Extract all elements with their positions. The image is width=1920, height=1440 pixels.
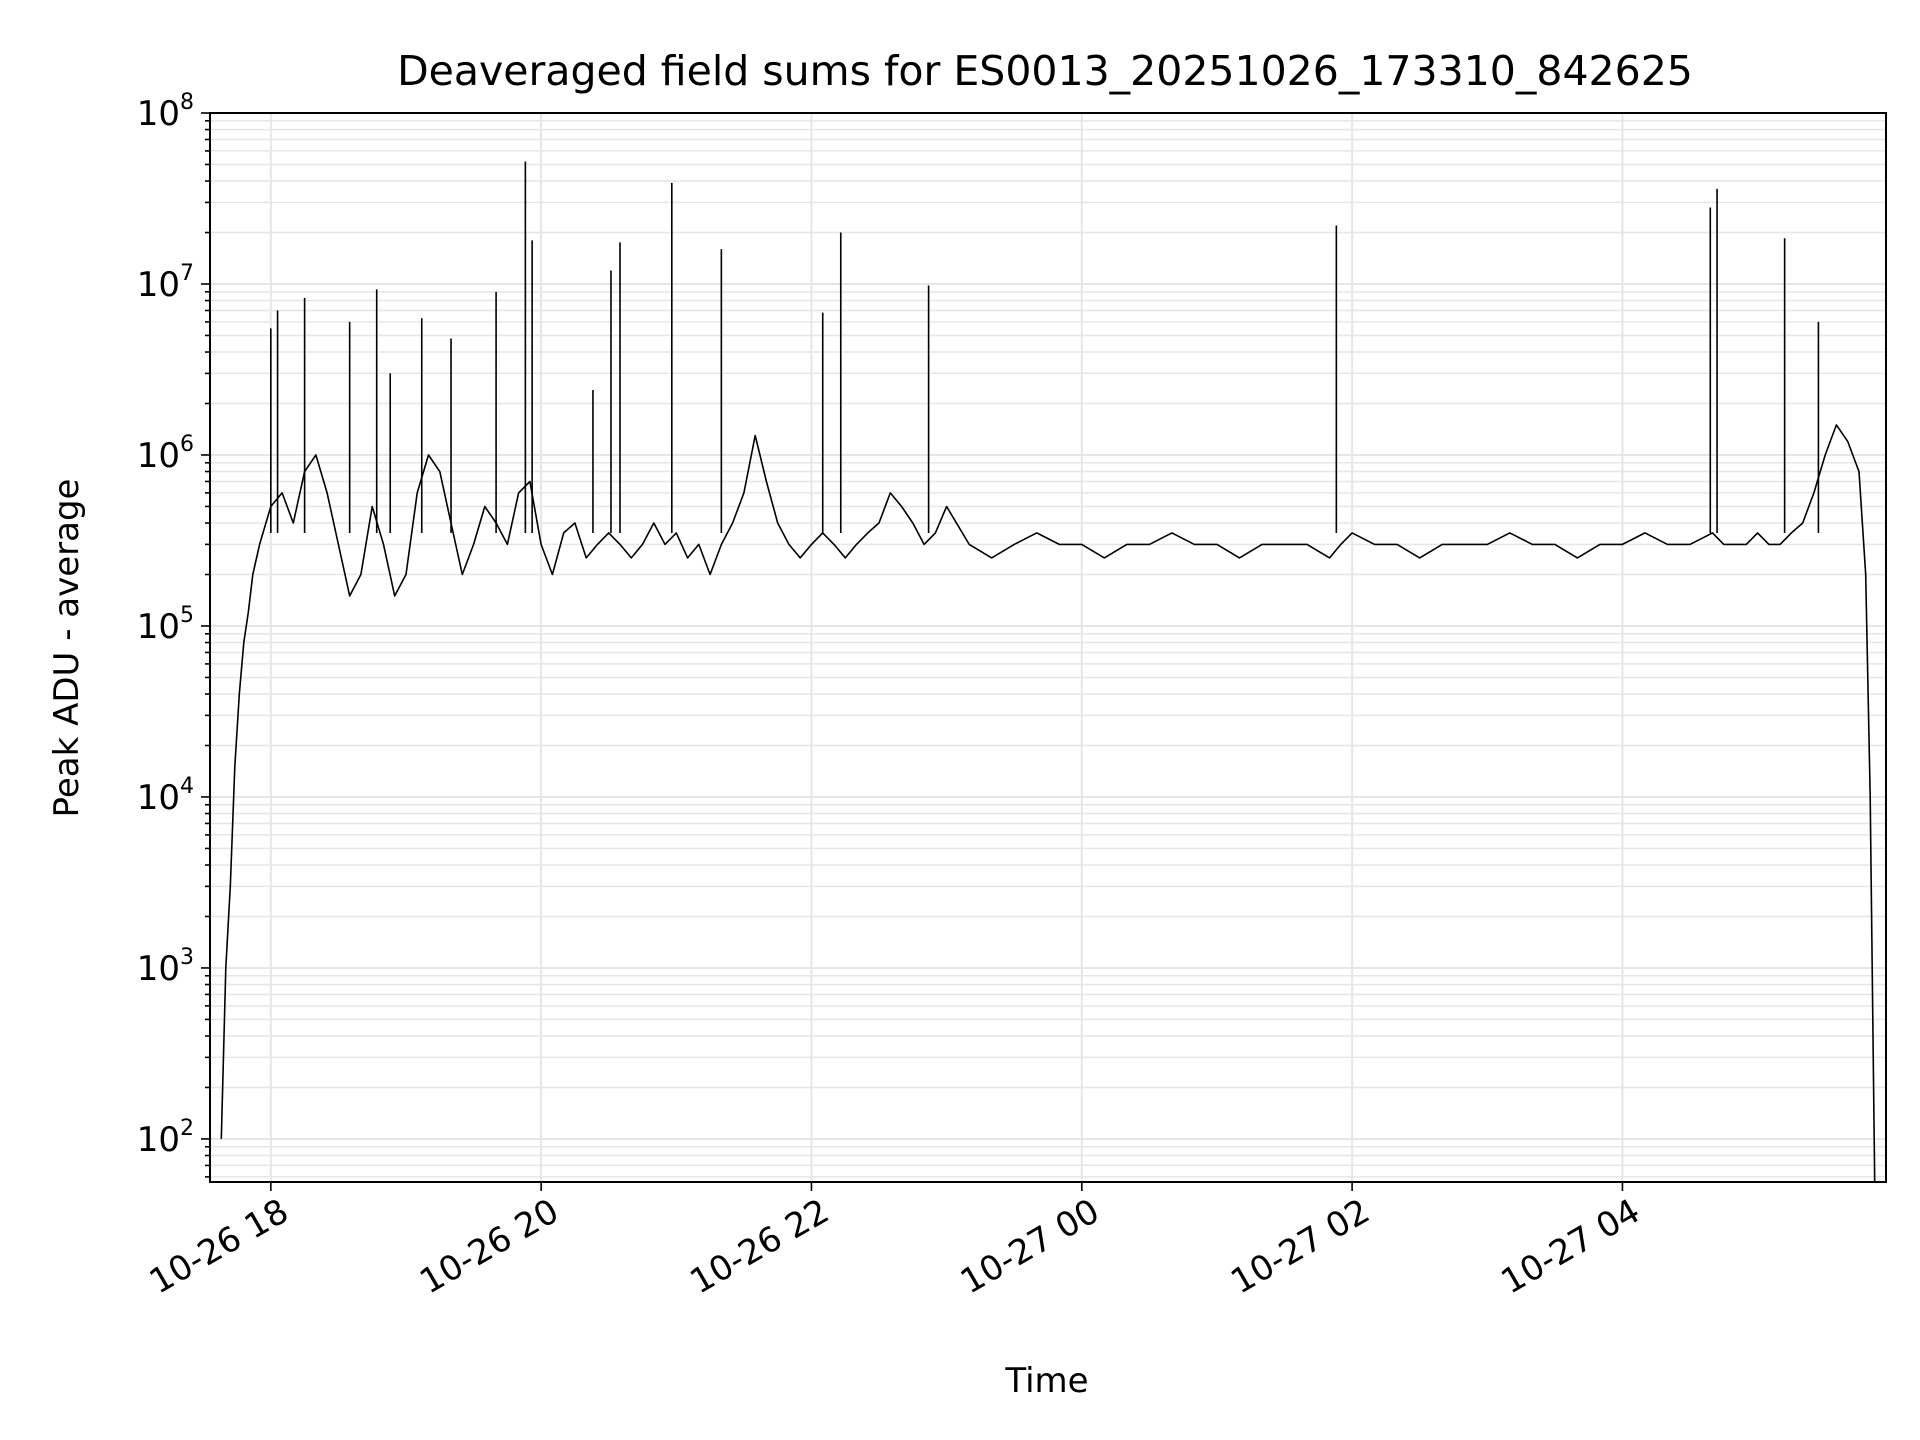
y-tick-base: 10	[137, 265, 180, 305]
y-tick-exponent: 5	[180, 603, 194, 628]
y-tick-exponent: 4	[180, 774, 194, 799]
y-tick-base: 10	[137, 94, 180, 134]
y-tick-label: 104	[137, 774, 194, 818]
y-axis-label: Peak ADU - average	[47, 479, 87, 818]
y-tick-exponent: 6	[180, 432, 194, 457]
series-layer	[220, 161, 1876, 1183]
y-tick-base: 10	[137, 778, 180, 818]
chart-title: Deaveraged field sums for ES0013_2025102…	[397, 47, 1693, 95]
grid	[210, 112, 1886, 1182]
y-tick-base: 10	[137, 949, 180, 989]
y-tick-exponent: 3	[180, 945, 194, 970]
y-tick-label: 103	[137, 945, 194, 989]
y-tick-label: 107	[137, 261, 194, 305]
y-tick-label: 102	[137, 1116, 194, 1160]
y-tick-exponent: 7	[180, 261, 194, 286]
x-axis-label: Time	[1004, 1361, 1088, 1401]
y-tick-label: 105	[137, 603, 194, 647]
y-tick-label: 106	[137, 432, 194, 476]
series-line	[220, 424, 1876, 1183]
y-tick-base: 10	[137, 607, 180, 647]
y-tick-base: 10	[137, 436, 180, 476]
y-tick-exponent: 2	[180, 1116, 194, 1141]
plot-frame	[209, 112, 1887, 1183]
y-tick-base: 10	[137, 1120, 180, 1160]
y-tick-label: 108	[137, 90, 194, 134]
y-tick-exponent: 8	[180, 90, 194, 115]
